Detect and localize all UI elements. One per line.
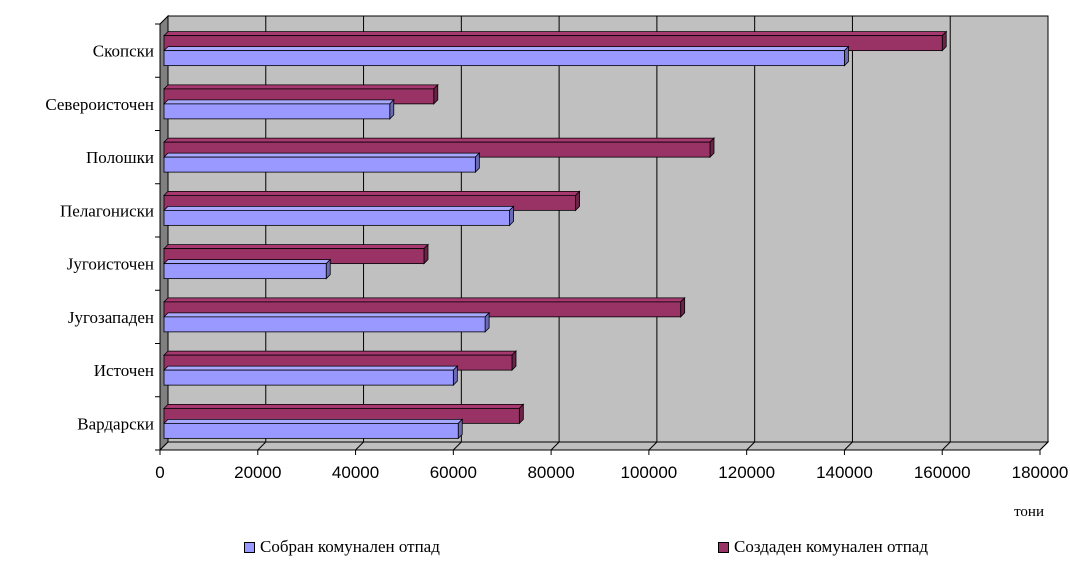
bar-collected <box>163 98 395 120</box>
legend-label-created: Создаден комунален отпад <box>734 537 928 556</box>
x-tick-label: 80000 <box>527 463 574 482</box>
floor-gridline <box>452 441 462 451</box>
bar-collected <box>163 365 459 387</box>
category-label: Вардарски <box>77 414 154 433</box>
floor-gridline <box>648 441 658 451</box>
bar-collected <box>163 152 481 174</box>
x-tick-label: 0 <box>155 463 164 482</box>
floor <box>158 441 1050 451</box>
category-label: Североисточен <box>45 95 154 114</box>
floor-gridline <box>844 441 853 451</box>
bar-collected <box>163 258 332 280</box>
floor-gridline <box>746 441 756 451</box>
category-labels: Скопски Североисточен Полошки Пелагониски Ју… <box>45 42 154 434</box>
floor-gridline <box>550 441 560 451</box>
category-label: Полошки <box>86 148 154 167</box>
category-label: Југозападен <box>68 308 154 327</box>
legend-label-collected: Собран комунален отпад <box>260 537 440 556</box>
category-label: Источен <box>94 361 154 380</box>
floor-gridline <box>355 441 364 451</box>
floor-gridline <box>257 441 267 451</box>
x-tick-label: 140000 <box>816 463 873 482</box>
floor-gridline <box>941 441 951 451</box>
legend-swatch-created <box>718 541 729 553</box>
category-label: Пелагониски <box>60 201 154 220</box>
x-tick-label: 160000 <box>914 463 971 482</box>
bar-collected <box>163 205 515 227</box>
x-axis-label: тони <box>1014 504 1044 520</box>
floor-gridline <box>1039 441 1049 451</box>
x-tick-label: 100000 <box>621 463 678 482</box>
legend-swatch-collected <box>244 541 255 553</box>
category-label: Југоисточен <box>67 255 154 274</box>
bar-collected <box>163 311 491 333</box>
category-label: Скопски <box>93 42 154 61</box>
axes <box>155 23 1041 455</box>
bar-collected <box>163 418 464 440</box>
x-tick-label: 40000 <box>332 463 379 482</box>
legend-item-created: Создаден комунален отпад <box>718 536 928 558</box>
x-tick-label: 60000 <box>430 463 477 482</box>
bars <box>163 30 948 440</box>
x-tick-label: 180000 <box>1012 463 1069 482</box>
legend-item-collected: Собран комунален отпад <box>244 536 440 558</box>
bar-collected <box>163 45 850 67</box>
x-tick-label: 120000 <box>718 463 775 482</box>
x-tick-labels: 0 20000 40000 60000 80000 100000 120000 140000 1… <box>155 463 1068 482</box>
x-tick-label: 20000 <box>234 463 281 482</box>
